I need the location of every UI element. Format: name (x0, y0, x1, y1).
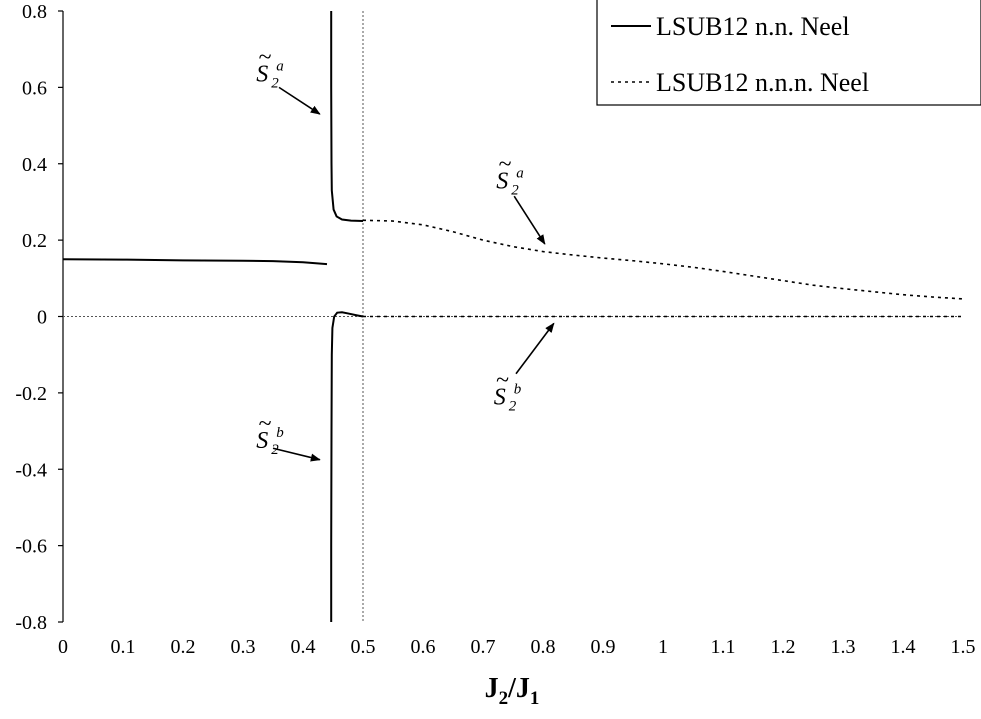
annotation-4: ~S 2b (256, 411, 321, 462)
x-tick-label: 1 (658, 636, 668, 658)
annotation-arrow (513, 195, 546, 245)
annotation-label: S (256, 62, 268, 88)
series-layer (62, 11, 964, 622)
annotation-subscript: 2 (511, 183, 519, 199)
x-tick-label: 1.4 (891, 636, 916, 658)
legend-box (596, 0, 981, 106)
x-axis-label: J2/J1 (485, 673, 540, 709)
x-axis-title: J2/J1 (485, 673, 540, 709)
y-tick-label: -0.2 (15, 383, 47, 405)
y-tick-label: -0.6 (15, 536, 47, 558)
series-1-segment-2 (330, 11, 364, 223)
x-tick-label: 1.5 (951, 636, 976, 658)
annotation-label: S (496, 169, 508, 195)
annotation-arrow (515, 322, 555, 375)
y-tick-label: 0.4 (22, 154, 47, 176)
x-tick-label: 0 (58, 636, 68, 658)
series-1-segment-1 (62, 258, 328, 266)
y-tick-label: -0.8 (15, 612, 47, 634)
x-tick-label: 1.3 (831, 636, 856, 658)
annotation-superscript: a (276, 59, 284, 75)
y-tick-label: 0.2 (22, 230, 47, 252)
y-tick-label: 0.8 (22, 1, 47, 23)
y-tick-label: 0.6 (22, 77, 47, 99)
y-tick-label: -0.4 (15, 459, 47, 481)
x-tick-label: 0.9 (591, 636, 616, 658)
x-tick-label: 0.5 (351, 636, 376, 658)
legend: LSUB12 n.n. Neel LSUB12 n.n.n. Neel (596, 0, 981, 106)
annotation-arrow (272, 447, 321, 462)
x-tick-label: 0.8 (531, 636, 556, 658)
annotation-1: ~S 2a (256, 45, 321, 115)
series-2 (362, 219, 964, 318)
x-tick-label: 0.3 (231, 636, 256, 658)
annotation-superscript: b (276, 425, 284, 441)
legend-label-1: LSUB12 n.n. Neel (656, 12, 850, 41)
series-2-segment-1 (362, 219, 964, 300)
annotation-superscript: a (516, 166, 524, 182)
annotation-superscript: b (514, 381, 522, 397)
x-tick-label: 0.1 (111, 636, 136, 658)
x-tick-label: 0.7 (471, 636, 496, 658)
annotation-tilde: ~ (258, 45, 271, 71)
annotations: ~S 2a~S 2a~S 2b~S 2b (256, 45, 555, 462)
annotation-2: ~S 2a (496, 152, 546, 245)
annotation-tilde: ~ (496, 367, 509, 393)
y-tick-label: 0 (37, 307, 47, 329)
annotation-arrow (278, 86, 321, 115)
annotation-tilde: ~ (258, 411, 271, 437)
x-tick-label: 0.6 (411, 636, 436, 658)
series-1-segment-3 (330, 311, 364, 622)
annotation-label: S (494, 384, 506, 410)
x-tick-label: 1.1 (711, 636, 736, 658)
annotation-subscript: 2 (271, 76, 279, 92)
legend-label-2: LSUB12 n.n.n. Neel (656, 68, 869, 97)
annotation-subscript: 2 (271, 442, 279, 458)
annotation-tilde: ~ (498, 152, 511, 178)
x-tick-label: 0.4 (291, 636, 316, 658)
annotation-3: ~S 2b (494, 322, 555, 414)
axes: 0.8 0.6 0.4 0.2 0 -0.2 -0.4 -0.6 -0.8 0 0.1 0.2 0.3 0… (15, 1, 975, 658)
series-1 (62, 11, 364, 622)
x-tick-label: 1.2 (771, 636, 796, 658)
annotation-subscript: 2 (509, 398, 517, 414)
x-tick-label: 0.2 (171, 636, 196, 658)
annotation-label: S (256, 428, 268, 454)
